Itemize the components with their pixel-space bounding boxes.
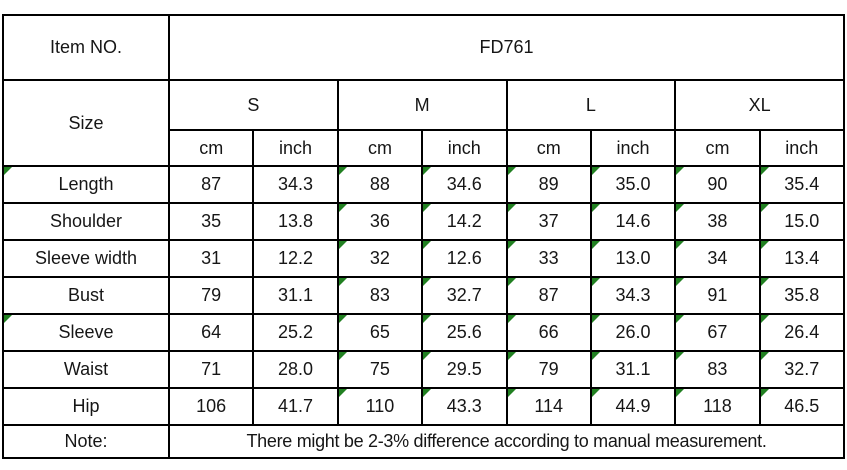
cell-sleeve-width-s-cm: 31 [167, 239, 255, 278]
cell-bust-l-inch: 34.3 [589, 276, 677, 315]
measurement-row-shoulder: Shoulder 35 13.8 36 14.2 37 14.6 38 15.0 [2, 202, 846, 241]
cell-waist-l-inch: 31.1 [589, 350, 677, 389]
cell-bust-xl-inch: 35.8 [758, 276, 846, 315]
cell-bust-m-inch: 32.7 [421, 276, 508, 315]
cell-length-xl-inch: 35.4 [758, 165, 846, 204]
cell-length-l-cm: 89 [505, 165, 592, 204]
row-label-hip: Hip [2, 387, 170, 426]
item-no-value: FD761 [168, 14, 845, 81]
cell-shoulder-xl-inch: 15.0 [758, 202, 846, 241]
note-text: There might be 2-3% difference according… [168, 424, 845, 459]
cell-bust-l-cm: 87 [505, 276, 592, 315]
measurement-row-sleeve: Sleeve 64 25.2 65 25.6 66 26.0 67 26.4 [2, 313, 846, 352]
cell-sleeve-s-inch: 25.2 [252, 313, 339, 352]
unit-header-m-inch: inch [421, 129, 508, 167]
size-header-row: Size S M L XL [2, 79, 845, 167]
row-label-bust: Bust [2, 276, 170, 315]
row-label-sleeve-width: Sleeve width [2, 239, 170, 278]
cell-length-s-cm: 87 [167, 165, 255, 204]
cell-hip-s-cm: 106 [167, 387, 255, 426]
cell-waist-xl-cm: 83 [674, 350, 761, 389]
size-label: Size [2, 79, 170, 167]
cell-sleeve-width-m-inch: 12.6 [421, 239, 508, 278]
cell-sleeve-l-inch: 26.0 [589, 313, 677, 352]
unit-header-s-cm: cm [167, 129, 255, 167]
cell-sleeve-xl-cm: 67 [674, 313, 761, 352]
cell-hip-xl-inch: 46.5 [758, 387, 846, 426]
cell-waist-m-inch: 29.5 [421, 350, 508, 389]
cell-sleeve-width-xl-inch: 13.4 [758, 239, 846, 278]
cell-shoulder-m-inch: 14.2 [421, 202, 508, 241]
note-label: Note: [2, 424, 170, 459]
unit-header-m-cm: cm [336, 129, 424, 167]
unit-header-row: cm inch cm inch cm inch cm inch [3, 129, 846, 167]
size-chart-table: Item NO. FD761 Size S M L XL cm inch cm … [2, 14, 846, 459]
cell-hip-m-cm: 110 [336, 387, 424, 426]
cell-sleeve-l-cm: 66 [505, 313, 592, 352]
cell-sleeve-s-cm: 64 [167, 313, 255, 352]
note-row: Note: There might be 2-3% difference acc… [2, 424, 845, 459]
measurement-row-sleeve-width: Sleeve width 31 12.2 32 12.6 33 13.0 34 13.4 [2, 239, 846, 278]
cell-bust-xl-cm: 91 [674, 276, 761, 315]
measurement-row-hip: Hip 106 41.7 110 43.3 114 44.9 118 46.5 [2, 387, 846, 426]
cell-bust-s-inch: 31.1 [252, 276, 339, 315]
cell-sleeve-m-cm: 65 [336, 313, 424, 352]
unit-header-xl-cm: cm [674, 129, 761, 167]
row-label-shoulder: Shoulder [2, 202, 170, 241]
cell-hip-s-inch: 41.7 [252, 387, 339, 426]
cell-sleeve-width-m-cm: 32 [336, 239, 424, 278]
unit-header-l-cm: cm [505, 129, 592, 167]
size-header-l: L [505, 79, 677, 131]
measurement-row-waist: Waist 71 28.0 75 29.5 79 31.1 83 32.7 [2, 350, 846, 389]
unit-header-s-inch: inch [252, 129, 339, 167]
measurement-row-bust: Bust 79 31.1 83 32.7 87 34.3 91 35.8 [2, 276, 846, 315]
cell-length-m-inch: 34.6 [421, 165, 508, 204]
row-label-length: Length [2, 165, 170, 204]
size-header-m: M [336, 79, 508, 131]
row-label-sleeve: Sleeve [2, 313, 170, 352]
unit-header-xl-inch: inch [758, 129, 846, 167]
row-label-waist: Waist [2, 350, 170, 389]
unit-header-l-inch: inch [589, 129, 677, 167]
cell-sleeve-width-s-inch: 12.2 [252, 239, 339, 278]
cell-sleeve-m-inch: 25.6 [421, 313, 508, 352]
cell-shoulder-xl-cm: 38 [674, 202, 761, 241]
cell-length-s-inch: 34.3 [252, 165, 339, 204]
cell-hip-xl-cm: 118 [674, 387, 761, 426]
item-no-row: Item NO. FD761 [2, 14, 845, 81]
cell-hip-m-inch: 43.3 [421, 387, 508, 426]
cell-length-xl-cm: 90 [674, 165, 761, 204]
cell-length-l-inch: 35.0 [589, 165, 677, 204]
size-header-s: S [168, 79, 339, 131]
cell-sleeve-xl-inch: 26.4 [758, 313, 846, 352]
cell-waist-m-cm: 75 [336, 350, 424, 389]
measurement-row-length: Length 87 34.3 88 34.6 89 35.0 90 35.4 [2, 165, 846, 204]
item-no-label: Item NO. [2, 14, 170, 81]
cell-hip-l-inch: 44.9 [589, 387, 677, 426]
cell-waist-xl-inch: 32.7 [758, 350, 846, 389]
cell-bust-s-cm: 79 [167, 276, 255, 315]
cell-sleeve-width-l-inch: 13.0 [589, 239, 677, 278]
cell-waist-s-cm: 71 [167, 350, 255, 389]
cell-sleeve-width-l-cm: 33 [505, 239, 592, 278]
cell-shoulder-l-cm: 37 [505, 202, 592, 241]
cell-waist-l-cm: 79 [505, 350, 592, 389]
cell-shoulder-s-inch: 13.8 [252, 202, 339, 241]
cell-sleeve-width-xl-cm: 34 [674, 239, 761, 278]
cell-hip-l-cm: 114 [505, 387, 592, 426]
cell-shoulder-m-cm: 36 [336, 202, 424, 241]
cell-length-m-cm: 88 [336, 165, 424, 204]
cell-bust-m-cm: 83 [336, 276, 424, 315]
cell-shoulder-s-cm: 35 [167, 202, 255, 241]
size-header-xl: XL [674, 79, 845, 131]
cell-waist-s-inch: 28.0 [252, 350, 339, 389]
cell-shoulder-l-inch: 14.6 [589, 202, 677, 241]
